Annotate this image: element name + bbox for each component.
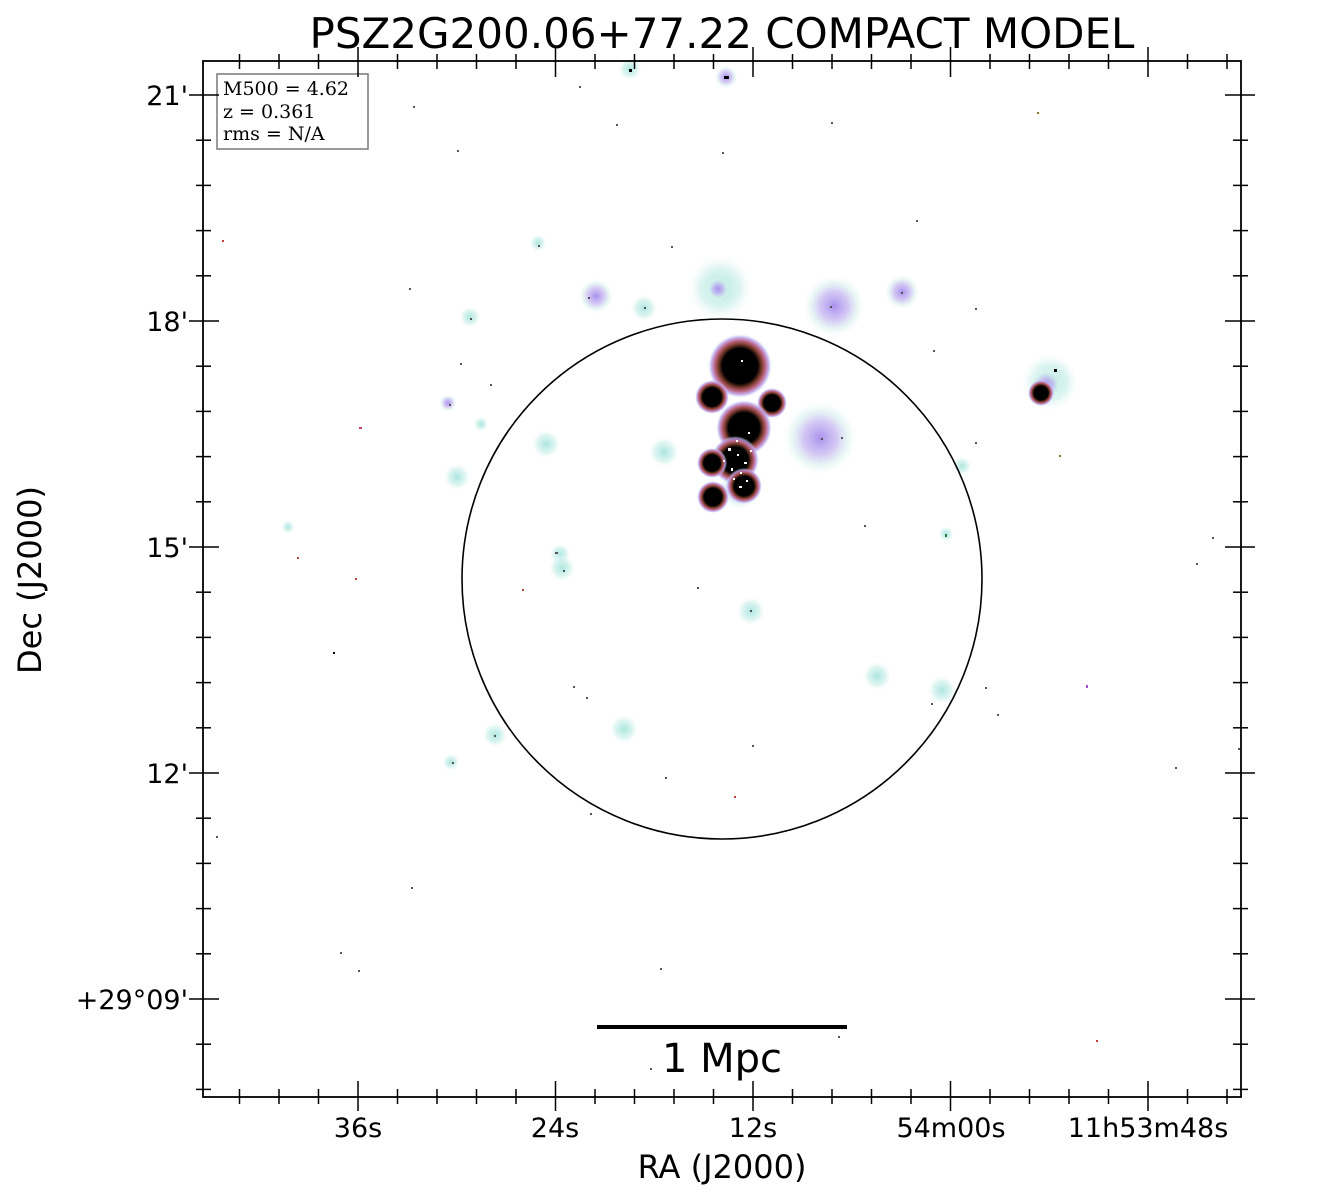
info-redshift: z = 0.361: [223, 101, 315, 123]
scale-bar-label: 1 Mpc: [662, 1036, 782, 1082]
faint-sources: [281, 61, 1080, 771]
y-tick-label-09: +29°09': [76, 985, 188, 1016]
plot-title: PSZ2G200.06+77.22 COMPACT MODEL: [310, 9, 1136, 58]
y-tick-label-21: 21': [146, 81, 188, 112]
x-tick-labels: 36s 24s 12s 54m00s 11h53m48s: [334, 1113, 1229, 1144]
r500-circle: [461, 318, 983, 840]
x-axis-label: RA (J2000): [638, 1148, 807, 1186]
y-tick-labels: 21' 18' 15' 12' +29°09': [76, 81, 188, 1016]
plot-frame: [202, 60, 1242, 1098]
info-m500: M500 = 4.62: [223, 78, 349, 100]
y-tick-label-15: 15': [146, 533, 188, 564]
x-tick-label-11h53m48s: 11h53m48s: [1068, 1113, 1229, 1144]
x-tick-label-36s: 36s: [334, 1113, 382, 1144]
point-sources: [216, 69, 1240, 1070]
x-tick-label-24s: 24s: [531, 1113, 579, 1144]
bright-cluster-cores: [695, 334, 1054, 513]
x-tick-label-54m00s: 54m00s: [896, 1113, 1005, 1144]
y-tick-label-12: 12': [146, 759, 188, 790]
info-box: M500 = 4.62 z = 0.361 rms = N/A: [216, 73, 369, 150]
y-tick-label-18: 18': [146, 307, 188, 338]
image-content: 1 Mpc: [216, 61, 1240, 1082]
axis-ticks: [189, 47, 1255, 1111]
y-axis-label: Dec (J2000): [11, 486, 49, 674]
x-tick-label-12s: 12s: [729, 1113, 777, 1144]
info-rms: rms = N/A: [223, 123, 325, 145]
